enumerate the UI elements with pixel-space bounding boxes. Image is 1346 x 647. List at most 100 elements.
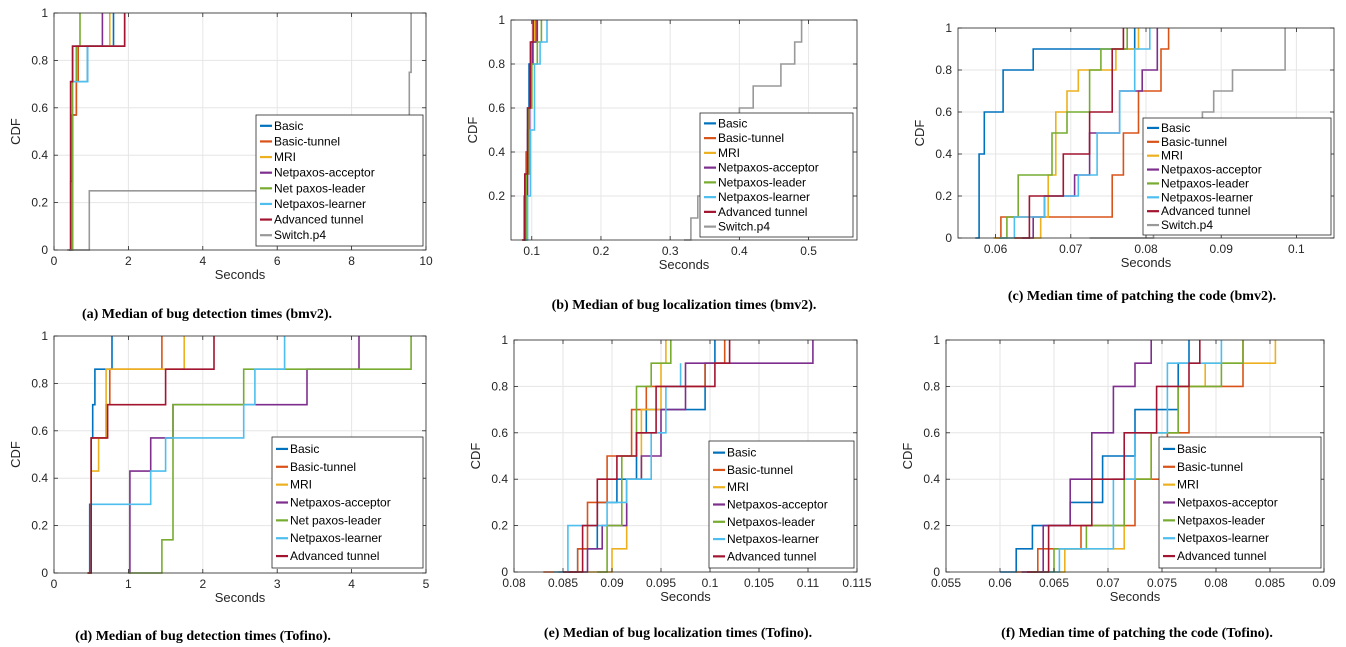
y-tick-label: 0.6 (31, 424, 48, 438)
y-tick-label: 0.6 (31, 101, 48, 115)
x-tick-label: 0.065 (1039, 576, 1069, 590)
y-tick-label: 0.8 (31, 376, 48, 390)
x-tick-label: 2 (199, 577, 206, 591)
legend: BasicBasic-tunnelMRINetpaxos-acceptorNet… (1142, 117, 1332, 236)
legend-label: MRI (290, 478, 312, 492)
series-line-advanced-tunnel (563, 340, 731, 573)
y-tick-label: 0.8 (923, 379, 940, 393)
axes-frame (53, 335, 427, 574)
y-tick-label: 0.6 (923, 426, 940, 440)
series-line-netpaxos-learner (1037, 340, 1223, 573)
x-axis-label: Seconds (1121, 255, 1172, 270)
figure-caption: (a) Median of bug detection times (bmv2)… (82, 307, 332, 322)
y-tick-label: 0.4 (31, 148, 48, 162)
legend-label: Netpaxos-learner (718, 190, 810, 204)
y-tick-label: 1 (933, 333, 940, 347)
y-tick-label: 0.8 (935, 63, 952, 77)
x-tick-label: 0.105 (744, 576, 774, 590)
y-axis-label: CDF (8, 441, 23, 468)
x-tick-label: 0.07 (1059, 242, 1083, 256)
y-tick-label: 0.4 (31, 471, 48, 485)
x-tick-label: 0.055 (931, 576, 961, 590)
legend-label: Switch.p4 (274, 228, 326, 242)
legend-label: Basic (290, 442, 319, 456)
y-tick-label: 0.6 (491, 426, 508, 440)
x-tick-label: 3 (274, 577, 281, 591)
x-tick-label: 0.08 (502, 576, 526, 590)
legend-label: Basic-tunnel (718, 131, 784, 145)
x-tick-label: 0.1 (702, 576, 719, 590)
legend-label: Advanced tunnel (290, 549, 379, 563)
legend-label: Netpaxos-learner (727, 532, 819, 546)
series-line-netpaxos-leader (999, 28, 1128, 239)
series-line-netpaxos-acceptor (1021, 340, 1152, 573)
x-tick-label: 0.08 (1134, 242, 1158, 256)
y-axis-label: CDF (900, 443, 915, 470)
legend: BasicBasic-tunnelMRINetpaxos-acceptorNet… (271, 436, 424, 569)
legend-label: Advanced tunnel (274, 213, 363, 227)
x-tick-label: 0.5 (800, 244, 817, 258)
legend-box (1158, 436, 1322, 569)
x-tick-label: 0.07 (1096, 576, 1120, 590)
legend-label: Net paxos-leader (274, 181, 365, 195)
legend-label: Basic (1161, 121, 1190, 135)
y-tick-label: 0.6 (935, 105, 952, 119)
figure-caption: (b) Median of bug localization times (bm… (552, 298, 817, 313)
legend-label: Switch.p4 (718, 220, 770, 234)
legend-label: MRI (274, 150, 296, 164)
x-tick-label: 0.06 (984, 242, 1008, 256)
legend-label: Basic-tunnel (274, 134, 340, 148)
y-axis-label: CDF (8, 118, 23, 145)
legend-label: MRI (1161, 149, 1183, 163)
figure-caption: (c) Median time of patching the code (bm… (1008, 289, 1276, 304)
y-tick-label: 0.6 (488, 101, 505, 115)
series-line-advanced-tunnel (1014, 28, 1125, 239)
x-tick-label: 0.4 (731, 244, 748, 258)
y-tick-label: 0.4 (488, 145, 505, 159)
figure-caption: (d) Median of bug detection times (Tofin… (75, 629, 331, 644)
legend-label: Netpaxos-acceptor (1161, 163, 1262, 177)
legend: BasicBasic-tunnelMRINetpaxos-acceptorNet… (699, 112, 854, 238)
y-tick-label: 0 (41, 566, 48, 580)
legend-label: Basic (727, 446, 756, 460)
y-tick-label: 0 (933, 565, 940, 579)
x-tick-label: 0.115 (842, 576, 871, 590)
legend-label: Netpaxos-learner (1177, 531, 1269, 545)
chart-panel-a: 0 2 4 6 8 10 0 0.2 0.4 0.6 0.8 1 Seconds CDF BasicBasi… (8, 6, 433, 282)
series-line-netpaxos-leader (523, 20, 543, 241)
axes-frame (945, 339, 1325, 573)
legend-label: Basic (274, 119, 303, 133)
x-tick-label: 0.08 (1204, 576, 1228, 590)
x-tick-label: 0.2 (593, 244, 610, 258)
y-tick-label: 1 (498, 13, 505, 27)
legend-label: Basic-tunnel (1177, 460, 1243, 474)
x-tick-label: 0.09 (1312, 576, 1336, 590)
series-line-advanced-tunnel (522, 20, 534, 241)
legend-label: Netpaxos-acceptor (727, 498, 828, 512)
x-tick-label: 0.3 (662, 244, 679, 258)
y-tick-label: 0.2 (31, 519, 48, 533)
x-tick-label: 0.09 (600, 576, 624, 590)
legend-label: Netpaxos-learner (274, 197, 366, 211)
y-tick-label: 0.2 (923, 519, 940, 533)
legend-label: Advanced tunnel (718, 205, 807, 219)
legend-label: Netpaxos-acceptor (290, 496, 391, 510)
y-tick-label: 0.2 (31, 196, 48, 210)
legend-label: Netpaxos-acceptor (718, 161, 819, 175)
x-tick-label: 10 (419, 254, 433, 268)
y-tick-label: 0.2 (491, 519, 508, 533)
y-axis-label: CDF (465, 117, 480, 144)
legend-label: MRI (1177, 478, 1199, 492)
legend-label: Basic-tunnel (727, 463, 793, 477)
series-line-netpaxos-learner (999, 28, 1151, 239)
legend-box (699, 112, 854, 238)
x-tick-label: 8 (348, 254, 355, 268)
y-tick-label: 0.2 (488, 189, 505, 203)
legend-label: Netpaxos-learner (1161, 190, 1253, 204)
y-tick-label: 0.8 (488, 57, 505, 71)
x-tick-label: 0.1 (523, 244, 540, 258)
x-tick-label: 6 (274, 254, 281, 268)
y-tick-label: 0.4 (923, 472, 940, 486)
x-tick-label: 0.085 (1255, 576, 1285, 590)
